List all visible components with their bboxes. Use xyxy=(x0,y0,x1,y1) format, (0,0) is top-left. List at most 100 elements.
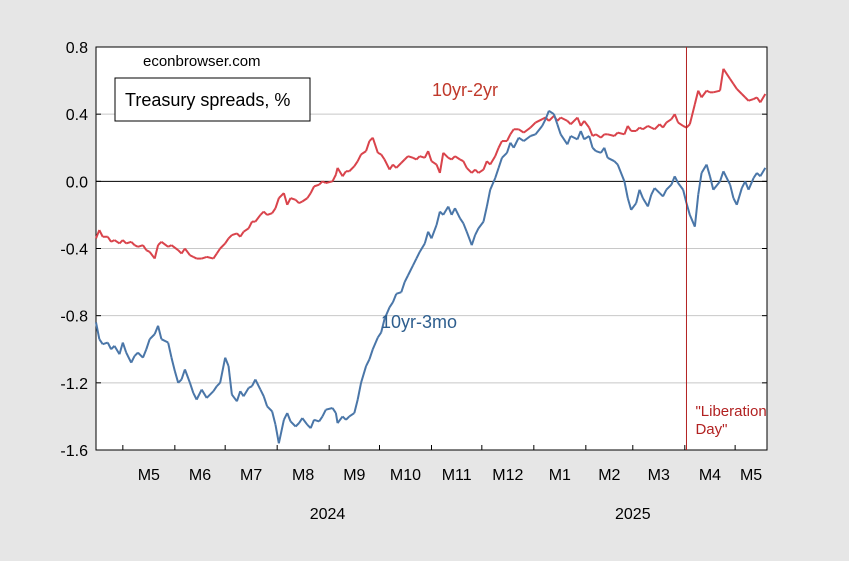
series-segment xyxy=(418,242,426,253)
series-segment xyxy=(501,152,508,159)
series-segment xyxy=(548,109,555,115)
series-segment xyxy=(459,158,464,163)
series-segment xyxy=(325,180,333,184)
series-segment xyxy=(653,187,661,194)
series-segment xyxy=(322,180,327,184)
series-segment xyxy=(708,176,715,190)
y-tick-label: 0.4 xyxy=(66,107,88,124)
series-segment xyxy=(518,128,525,134)
series-segment xyxy=(148,251,156,260)
series-segment xyxy=(592,133,597,137)
series-segment xyxy=(741,93,746,99)
series-segment xyxy=(353,160,359,167)
liberation-day-label-line1: "Liberation xyxy=(695,403,766,420)
series-segment xyxy=(541,116,547,121)
series-segment xyxy=(541,118,547,127)
series-segment xyxy=(348,412,355,418)
series-segment xyxy=(254,379,262,390)
series-segment xyxy=(290,197,296,201)
series-segment xyxy=(591,147,597,152)
series-segment xyxy=(506,142,512,154)
y-tick-label: -1.6 xyxy=(60,443,88,460)
series-segment xyxy=(482,160,488,170)
series-segment xyxy=(477,168,485,174)
series-segment xyxy=(278,192,285,199)
series-segment xyxy=(534,125,543,135)
series-segment xyxy=(548,115,555,122)
series-segment xyxy=(243,227,250,233)
series-segment xyxy=(607,156,615,163)
series-segment xyxy=(395,291,402,295)
series-label-10yr-2yr: 10yr-2yr xyxy=(432,80,498,100)
series-segment xyxy=(566,135,572,145)
series-segment xyxy=(277,419,285,444)
series-segment xyxy=(160,338,169,344)
series-segment xyxy=(497,140,503,149)
series-segment xyxy=(423,231,430,244)
series-segment xyxy=(736,88,743,95)
series-segment xyxy=(677,182,684,191)
series-segment xyxy=(318,415,324,423)
series-segment xyxy=(227,234,233,240)
x-tick-label: M9 xyxy=(343,467,365,484)
series-segment xyxy=(697,90,703,98)
series-segment xyxy=(642,197,649,208)
series-segment xyxy=(313,183,320,188)
series-segment xyxy=(650,126,656,131)
series-segment xyxy=(673,175,679,184)
series-segment xyxy=(216,382,221,387)
series-segment xyxy=(371,137,379,154)
series-segment xyxy=(251,379,257,387)
series-segment xyxy=(212,385,218,392)
series-segment xyxy=(465,231,473,246)
x-tick-label: M5 xyxy=(740,467,762,484)
series-segment xyxy=(485,189,492,207)
series-segment xyxy=(556,116,562,122)
series-segment xyxy=(638,189,644,199)
series-segment xyxy=(231,393,238,402)
series-segment xyxy=(559,133,569,145)
series-segment xyxy=(407,264,414,276)
series-segment xyxy=(759,93,767,103)
series-segment xyxy=(613,160,619,166)
series-segment xyxy=(735,187,743,206)
y-tick-label: 0.8 xyxy=(66,40,88,57)
series-segment xyxy=(626,197,633,211)
series-segment xyxy=(512,137,520,149)
series-segment xyxy=(635,126,641,132)
series-segment xyxy=(200,389,208,399)
series-segment xyxy=(183,369,191,384)
x-tick-label: M3 xyxy=(648,467,670,484)
series-segment xyxy=(388,301,394,308)
series-segment xyxy=(309,185,315,194)
series-segment xyxy=(673,113,680,123)
series-10yr-3mo xyxy=(95,109,767,444)
liberation-day-label-line2: Day" xyxy=(695,421,727,438)
series-segment xyxy=(438,152,445,174)
series-segment xyxy=(595,133,602,139)
series-segment xyxy=(700,90,708,98)
series-segment xyxy=(462,160,468,169)
series-segment xyxy=(365,140,371,152)
series-segment xyxy=(188,382,195,394)
series-segment xyxy=(529,121,537,129)
x-tick-label: M12 xyxy=(492,467,523,484)
series-segment xyxy=(263,210,268,216)
series-segment xyxy=(227,365,233,395)
series-segment xyxy=(450,207,456,216)
series-segment xyxy=(318,180,324,186)
y-tick-label: 0.0 xyxy=(66,174,88,191)
series-segment xyxy=(353,399,359,414)
series-segment xyxy=(95,322,101,340)
series-segment xyxy=(570,116,579,125)
series-segment xyxy=(412,258,418,266)
series-segment xyxy=(325,407,333,411)
series-segment xyxy=(289,420,297,428)
series-segment xyxy=(646,194,653,207)
title-box xyxy=(114,77,311,122)
series-segment xyxy=(407,155,414,159)
series-segment xyxy=(239,231,245,238)
series-segment xyxy=(160,240,169,248)
series-segment xyxy=(713,89,721,94)
series-segment xyxy=(192,256,198,260)
